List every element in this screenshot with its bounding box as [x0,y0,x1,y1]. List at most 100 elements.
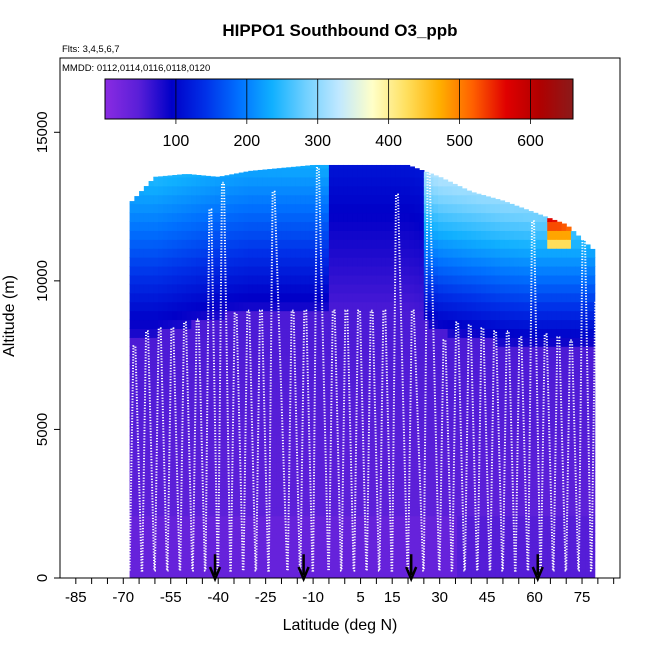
heatmap-cell [210,408,216,419]
heatmap-cell [196,328,202,338]
heatmap-cell [537,364,544,374]
heatmap-cell [414,462,420,472]
heatmap-cell [561,408,567,419]
heatmap-cell [556,408,563,419]
heatmap-cell [542,372,548,383]
heatmap-cell [566,337,572,347]
heatmap-cell [238,337,245,347]
heatmap-cell [490,417,496,428]
heatmap-cell [523,266,529,276]
heatmap-cell [290,239,297,249]
heatmap-cell [143,372,150,383]
heatmap-cell [248,239,254,249]
heatmap-cell [328,488,335,499]
heatmap-cell [547,390,553,401]
heatmap-cell [162,292,169,303]
heatmap-cell [181,328,188,338]
heatmap-cell [281,444,287,454]
heatmap-cell [347,524,354,535]
heatmap-cell [210,292,216,303]
heatmap-cell [148,488,154,499]
heatmap-cell [181,435,188,445]
heatmap-cell [537,230,544,240]
heatmap-cell [257,283,264,294]
heatmap-cell [352,355,359,365]
heatmap-cell [162,435,169,445]
heatmap-cell [537,337,544,347]
heatmap-cell [409,542,415,552]
heatmap-cell [196,524,202,535]
heatmap-cell [357,319,363,329]
heatmap-cell [438,177,444,187]
heatmap-cell [589,399,596,410]
heatmap-cell [357,239,363,249]
heatmap-cell [148,355,154,365]
heatmap-cell [324,390,330,401]
heatmap-cell [200,399,207,410]
heatmap-cell [224,239,230,249]
heatmap-cell [442,497,449,508]
heatmap-cell [347,462,354,472]
heatmap-cell [314,212,321,223]
heatmap-cell [338,221,344,231]
heatmap-cell [499,248,506,258]
heatmap-cell [238,560,245,570]
heatmap-cell [314,426,321,436]
heatmap-cell [452,542,458,552]
heatmap-cell [490,283,496,294]
heatmap-cell [309,203,316,214]
heatmap-cell [328,292,335,303]
heatmap-cell [167,283,173,294]
heatmap-cell [177,194,183,205]
heatmap-cell [528,435,534,445]
heatmap-cell [409,372,415,383]
heatmap-cell [224,301,230,312]
heatmap-cell [300,165,306,169]
heatmap-cell [286,569,292,578]
heatmap-cell [234,364,240,374]
heatmap-cell [276,248,283,258]
heatmap-cell [191,194,197,205]
heatmap-cell [400,497,406,508]
heatmap-cell [480,283,487,294]
heatmap-cell [485,515,491,526]
heatmap-cell [589,542,596,552]
heatmap-cell [570,319,577,329]
heatmap-cell [167,471,173,481]
heatmap-cell [433,194,439,205]
heatmap-cell [452,506,458,517]
heatmap-cell [537,355,544,365]
heatmap-cell [357,194,363,205]
heatmap-cell [518,355,525,365]
colorbar-bar [104,78,574,120]
heatmap-cell [438,185,444,196]
heatmap-cell [219,479,226,490]
heatmap-cell [314,560,321,570]
heatmap-cell [495,515,501,526]
heatmap-cell [281,319,287,329]
heatmap-cell [409,346,415,356]
heatmap-cell [352,479,359,490]
heatmap-cell [461,408,468,419]
heatmap-cell [300,417,306,428]
heatmap-cell [537,381,544,392]
heatmap-cell [286,176,292,187]
heatmap-cell [561,257,567,267]
heatmap-cell [324,283,330,294]
heatmap-cell [143,230,150,240]
heatmap-cell [134,283,140,294]
heatmap-cell [366,185,373,196]
heatmap-cell [357,408,363,419]
heatmap-cell [238,212,245,223]
heatmap-cell [196,417,202,428]
heatmap-cell [428,310,434,321]
heatmap-cell [518,408,525,419]
heatmap-cell [471,417,477,428]
heatmap-cell [333,488,340,499]
heatmap-cell [357,212,363,223]
heatmap-cell [537,515,544,526]
heatmap-cell [290,497,297,508]
heatmap-cell [585,390,591,401]
heatmap-cell [404,435,411,445]
heatmap-cell [423,560,430,570]
